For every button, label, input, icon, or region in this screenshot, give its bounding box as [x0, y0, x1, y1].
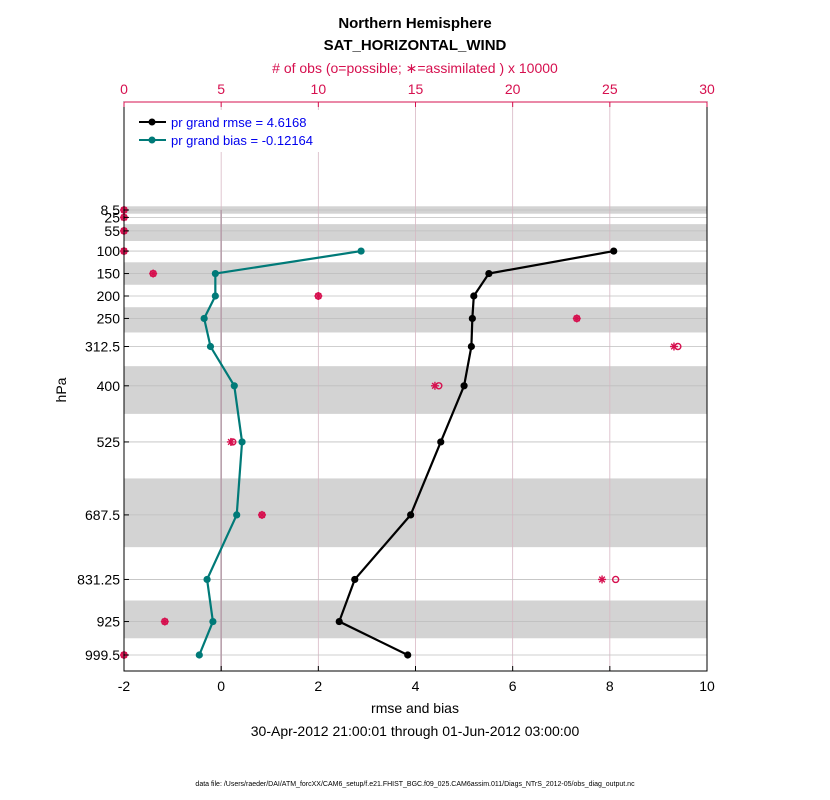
- bias-point: [211, 269, 219, 278]
- top-x-tick-label: 20: [505, 81, 521, 97]
- y-tick-label: 200: [97, 288, 121, 304]
- rmse-point: [610, 247, 618, 255]
- bias-point: [357, 247, 365, 255]
- obs-assimilated-stroke: [598, 576, 606, 583]
- x-tick-label: 10: [699, 678, 715, 694]
- top-x-tick-label: 5: [217, 81, 225, 97]
- chart-title: Northern Hemisphere: [338, 15, 491, 32]
- y-tick-label: 525: [97, 434, 121, 450]
- obs-assimilated-marker: [257, 510, 266, 519]
- x-tick-label: 0: [217, 678, 225, 694]
- rmse-point: [470, 292, 478, 300]
- y-tick-label: 312.5: [85, 339, 120, 355]
- obs-assimilated-marker: [598, 575, 607, 584]
- rmse-point: [335, 617, 343, 626]
- obs-assimilated-stroke: [258, 511, 266, 519]
- obs-assimilated-marker: [572, 314, 581, 323]
- rmse-point: [437, 438, 445, 446]
- top-axis-label: # of obs (o=possible; ∗=assimilated ) x …: [272, 60, 558, 76]
- series-lines: [195, 247, 618, 659]
- bias-point: [211, 292, 219, 300]
- obs-assimilated-stroke: [161, 618, 169, 625]
- rmse-point: [485, 269, 493, 278]
- y-tick-label: 150: [97, 266, 121, 282]
- legend: pr grand rmse = 4.6168 pr grand bias = -…: [131, 110, 351, 152]
- bias-point: [209, 617, 217, 626]
- obs-assimilated-stroke: [670, 343, 678, 350]
- rmse-point: [467, 342, 475, 351]
- rmse-point: [468, 314, 476, 323]
- legend-rmse-label: pr grand rmse = 4.6168: [171, 115, 307, 130]
- obs-assimilated-marker: [226, 437, 235, 446]
- obs-possible-marker: [611, 575, 620, 584]
- top-x-tick-label: 30: [699, 81, 715, 97]
- date-range-label: 30-Apr-2012 21:00:01 through 01-Jun-2012…: [251, 723, 580, 739]
- rmse-point: [351, 575, 359, 584]
- obs-assimilated-marker: [314, 291, 323, 300]
- legend-bias-label: pr grand bias = -0.12164: [171, 133, 313, 148]
- y-tick-label: 25: [104, 209, 120, 225]
- bias-point: [203, 575, 211, 584]
- obs-assimilated-stroke: [227, 438, 235, 446]
- y-tick-label: 8.5: [101, 202, 121, 218]
- bias-point: [200, 314, 208, 323]
- rmse-point: [404, 651, 412, 659]
- bias-point: [230, 382, 238, 390]
- obs-assimilated-marker: [669, 342, 678, 351]
- y-axis-label: hPa: [53, 377, 69, 402]
- legend-rmse-marker: [148, 118, 156, 126]
- bias-point: [238, 438, 246, 446]
- top-x-tick-label: 25: [602, 81, 618, 97]
- top-x-tick-label: 10: [311, 81, 327, 97]
- bias-point: [233, 511, 241, 519]
- obs-assimilated-marker: [149, 269, 158, 278]
- y-tick-label: 999.5: [85, 647, 120, 663]
- top-x-tick-label: 0: [120, 81, 128, 97]
- x-tick-label: 2: [314, 678, 322, 694]
- y-tick-label: 250: [97, 310, 121, 326]
- data-file-footnote: data file: /Users/raeder/DAI/ATM_forcXX/…: [195, 781, 635, 788]
- rmse-point: [460, 382, 468, 390]
- y-tick-label: 687.5: [85, 507, 120, 523]
- rmse-point: [407, 511, 415, 519]
- x-tick-label: 8: [606, 678, 614, 694]
- obs-assimilated-stroke: [315, 292, 322, 300]
- x-tick-label: 6: [509, 678, 517, 694]
- obs-assimilated-stroke: [573, 315, 581, 322]
- x-tick-label: 4: [412, 678, 420, 694]
- y-tick-label: 55: [104, 223, 120, 239]
- y-tick-label: 925: [97, 614, 121, 630]
- obs-assimilated-marker: [430, 381, 439, 390]
- axes: -2 0 2 4 6 8 100 5 10 15 20 25 308.52555100150200250…: [77, 81, 715, 694]
- obs-assimilated-stroke: [431, 382, 439, 390]
- legend-bias-marker: [148, 136, 156, 144]
- obs-assimilated-marker: [160, 617, 169, 626]
- legend-box: [131, 110, 351, 152]
- x-axis-label: rmse and bias: [371, 700, 459, 716]
- x-tick-label: -2: [118, 678, 131, 694]
- y-tick-label: 831.25: [77, 571, 120, 587]
- obs-assimilated-stroke: [149, 270, 157, 277]
- bias-point: [206, 342, 215, 351]
- y-tick-label: 100: [97, 243, 121, 259]
- chart-subtitle: SAT_HORIZONTAL_WIND: [324, 37, 507, 54]
- y-tick-label: 400: [97, 378, 121, 394]
- bias-point: [195, 651, 203, 659]
- top-x-tick-label: 15: [408, 81, 424, 97]
